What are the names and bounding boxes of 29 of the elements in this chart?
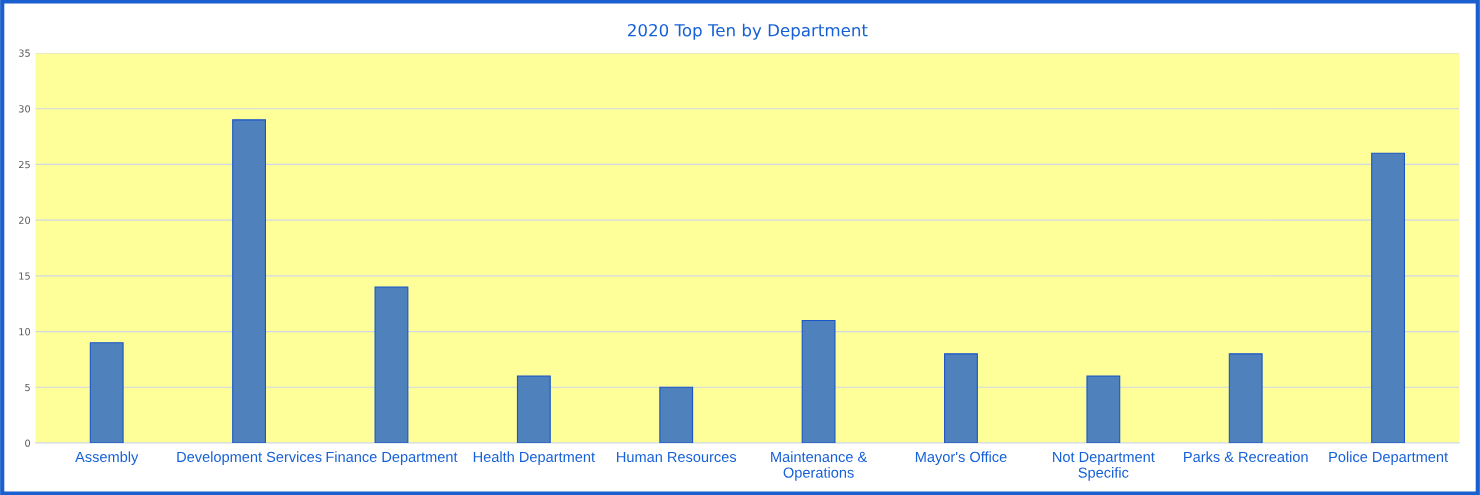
x-tick-label: Assembly: [75, 451, 139, 465]
x-tick-label: Parks & Recreation: [1184, 451, 1308, 463]
bar: [1371, 152, 1406, 444]
bar: [89, 342, 124, 444]
y-tick-label: 10: [19, 328, 31, 336]
bar: [232, 119, 267, 444]
x-tick-label: Development Services: [177, 451, 322, 465]
y-tick-label: 15: [19, 272, 30, 280]
x-tick-label: Finance Department: [326, 451, 458, 465]
x-tick-label: Not Department Specific: [1053, 451, 1155, 481]
x-tick-label: Police Department: [1329, 451, 1448, 465]
x-tick-label: Health Department: [473, 451, 595, 465]
bar: [1228, 353, 1263, 444]
y-tick-label: 30: [19, 105, 31, 113]
bar: [659, 386, 694, 444]
bar: [944, 353, 978, 444]
x-tick-label: Mayor's Office: [915, 451, 1007, 465]
y-tick-label: 35: [19, 49, 30, 57]
bar: [1086, 375, 1121, 444]
bar: [374, 286, 409, 444]
bar: [516, 375, 551, 444]
y-tick-label: 0: [25, 439, 31, 447]
y-tick-label: 20: [19, 216, 31, 224]
x-tick-label: Human Resources: [617, 451, 737, 463]
y-tick-label: 5: [25, 383, 30, 392]
chart-title: 2020 Top Ten by Department: [628, 23, 868, 40]
x-tick-label: Maintenance & Operations: [771, 451, 868, 481]
y-tick-label: 25: [19, 160, 30, 169]
bar: [801, 319, 836, 444]
